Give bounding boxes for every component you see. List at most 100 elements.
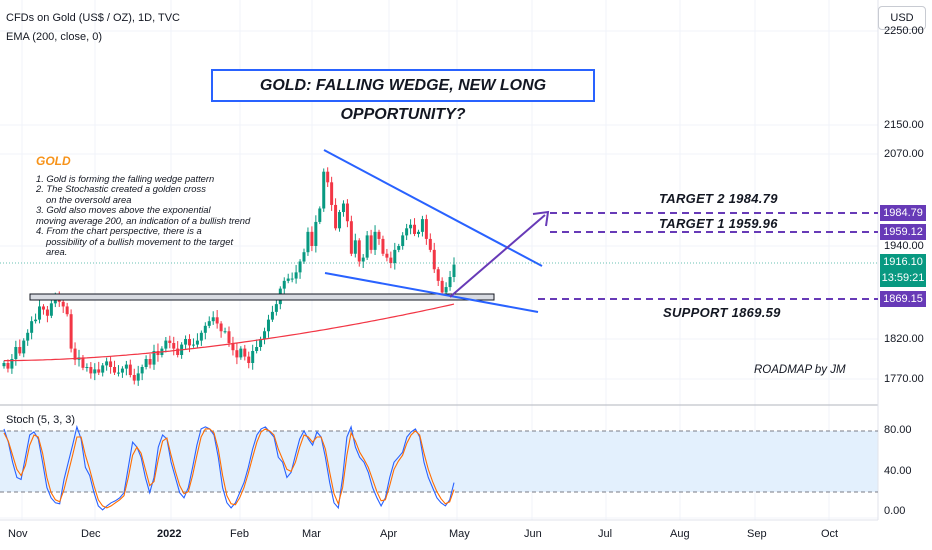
candle-body (219, 323, 223, 332)
candle-body (136, 373, 140, 381)
y-tick: 1770.00 (884, 373, 924, 385)
note-line: 2. The Stochastic created a golden cross (36, 183, 206, 194)
candle-body (294, 272, 298, 279)
candle-body (34, 319, 38, 322)
symbol-title[interactable]: CFDs on Gold (US$ / OZ), 1D, TVC (6, 12, 181, 24)
x-tick: Mar (302, 528, 321, 540)
candle-body (184, 339, 188, 345)
candle-body (270, 311, 274, 320)
note-line: area. (46, 246, 68, 257)
candle-body (211, 317, 215, 322)
candle-body (188, 339, 192, 346)
ema-200-line (4, 303, 455, 362)
candle-body (26, 332, 30, 341)
candle-body (322, 171, 326, 209)
stoch-y-tick: 40.00 (884, 465, 912, 477)
x-tick: Aug (670, 528, 690, 540)
candle-body (207, 321, 211, 326)
note-line: 4. From the chart perspective, there is … (36, 225, 202, 236)
y-tick: 1820.00 (884, 333, 924, 345)
candle-body (172, 343, 176, 349)
candle-body (89, 367, 93, 374)
candle-body (105, 361, 109, 366)
note-line: 1. Gold is forming the falling wedge pat… (36, 172, 215, 184)
analysis-note: GOLD 1. Gold is forming the falling wedg… (36, 154, 251, 258)
x-tick: Sep (747, 528, 767, 540)
candle-body (73, 348, 77, 360)
x-tick: Feb (230, 528, 249, 540)
y-tick: 1940.00 (884, 240, 924, 252)
idea-title: GOLD: FALLING WEDGE, NEW LONG OPPORTUNIT… (211, 69, 595, 123)
candle-body (148, 359, 152, 365)
candle-body (168, 340, 172, 343)
candle-body (369, 235, 373, 250)
candle-body (49, 303, 53, 316)
candle-body (357, 240, 361, 262)
note-line: moving average 200, an indication of a b… (36, 214, 251, 226)
candle-body (405, 228, 409, 236)
x-tick: Apr (380, 528, 398, 540)
target1-label: TARGET 1 1959.96 (659, 216, 778, 231)
candle-body (6, 363, 10, 369)
stoch-legend[interactable]: Stoch (5, 3, 3) (6, 414, 76, 426)
candle-body (227, 331, 231, 343)
candle-body (448, 277, 452, 288)
candle-body (30, 321, 34, 333)
candle-body (116, 372, 120, 374)
y-tick: 2070.00 (884, 148, 924, 160)
candle-body (440, 280, 444, 293)
candle-body (397, 246, 401, 250)
x-tick: Jul (598, 528, 613, 540)
candle-body (330, 182, 334, 205)
x-tick: Dec (81, 528, 101, 540)
stoch-y-tick: 80.00 (884, 424, 912, 436)
candle-body (341, 203, 345, 213)
candle-body (345, 203, 349, 222)
candle-body (298, 261, 302, 273)
candle-body (326, 171, 330, 183)
candle-body (373, 231, 377, 250)
candle-body (156, 351, 160, 355)
indicator-legend[interactable]: EMA (200, close, 0) (6, 31, 102, 43)
candle-body (263, 331, 267, 339)
candle-body (290, 278, 294, 280)
candle-body (124, 364, 128, 369)
candle-body (199, 332, 203, 341)
candle-body (385, 253, 389, 258)
support-price-tag: 1869.15 (880, 291, 926, 307)
candle-body (251, 351, 255, 363)
candle-body (152, 351, 156, 365)
note-line: on the oversold area (46, 193, 132, 205)
wedge-upper-line (323, 149, 543, 267)
candle-body (393, 249, 397, 264)
candle-body (18, 347, 22, 354)
candle-body (338, 212, 342, 229)
candle-body (401, 235, 405, 246)
candle-body (14, 347, 18, 359)
candle-body (140, 367, 144, 374)
candle-body (10, 359, 14, 369)
candle-body (259, 339, 263, 347)
candle-body (243, 348, 247, 357)
candle-body (81, 357, 85, 368)
projection-arrow (449, 214, 546, 298)
candle-body (428, 238, 432, 250)
candle-body (432, 249, 436, 270)
candle-body (93, 369, 97, 374)
candle-body (231, 343, 235, 351)
candle-body (191, 344, 195, 346)
bar-countdown: 13:59:21 (881, 272, 925, 284)
candles-layer (2, 167, 456, 386)
candle-body (53, 298, 57, 304)
x-tick: May (449, 528, 470, 540)
currency-button[interactable]: USD (878, 6, 926, 30)
candle-body (215, 317, 219, 324)
candle-body (176, 348, 180, 355)
candle-body (101, 365, 105, 373)
candle-body (420, 219, 424, 232)
candle-body (113, 367, 117, 373)
note-heading: GOLD (36, 154, 71, 168)
support-rectangle (29, 293, 495, 301)
candle-body (452, 264, 456, 277)
